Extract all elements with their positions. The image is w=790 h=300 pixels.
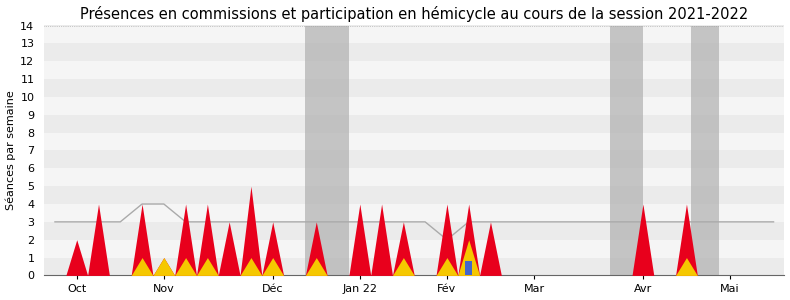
Bar <box>44 258 784 275</box>
Bar <box>465 261 472 275</box>
Bar <box>44 115 784 133</box>
Bar <box>690 26 719 275</box>
Title: Présences en commissions et participation en hémicycle au cours de la session 20: Présences en commissions et participatio… <box>80 6 748 22</box>
Bar <box>44 79 784 97</box>
Y-axis label: Séances par semaine: Séances par semaine <box>6 91 16 210</box>
Bar <box>44 168 784 186</box>
Bar <box>44 26 784 44</box>
Bar <box>44 151 784 168</box>
Bar <box>306 26 349 275</box>
Bar <box>44 222 784 240</box>
Bar <box>44 204 784 222</box>
Bar <box>44 61 784 79</box>
Bar <box>44 240 784 258</box>
Bar <box>610 26 643 275</box>
Bar <box>44 44 784 61</box>
Bar <box>44 133 784 151</box>
Bar <box>44 186 784 204</box>
Bar <box>44 97 784 115</box>
